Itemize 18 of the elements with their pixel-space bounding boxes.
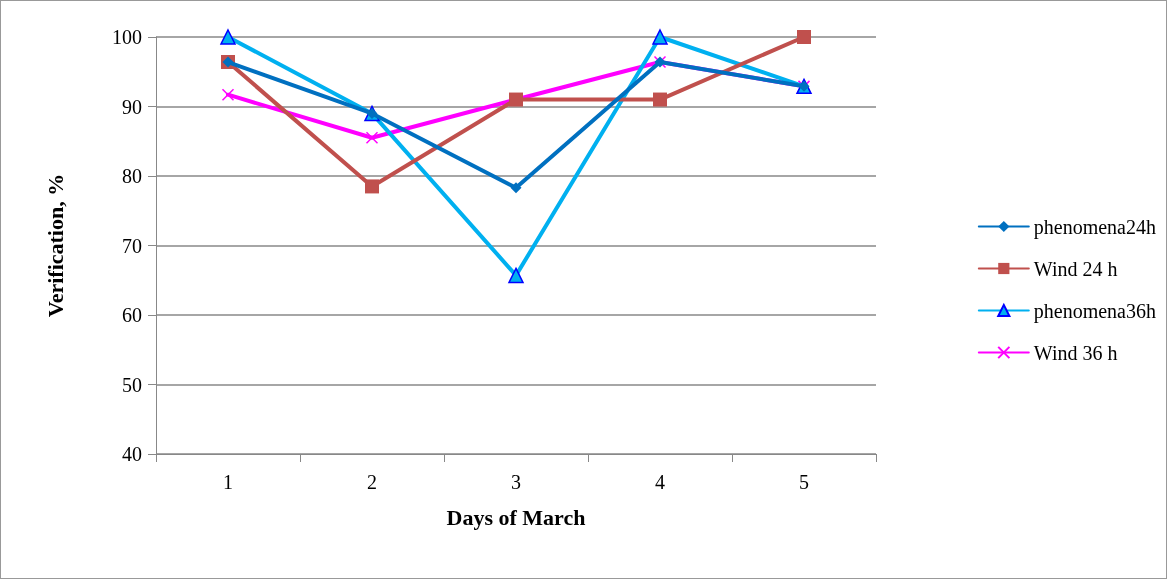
x-axis-title: Days of March bbox=[446, 504, 586, 530]
y-tick-label: 80 bbox=[122, 165, 142, 187]
legend-label: Wind 24 h bbox=[1033, 257, 1118, 280]
y-tick-label: 100 bbox=[112, 26, 142, 48]
legend-label: Wind 36 h bbox=[1033, 341, 1118, 364]
y-axis-title: Verification, % bbox=[42, 173, 68, 318]
y-tick-label: 90 bbox=[122, 95, 142, 118]
x-tick-label: 5 bbox=[799, 471, 809, 493]
x-tick-label: 3 bbox=[511, 471, 521, 493]
y-tick-label: 50 bbox=[122, 373, 142, 396]
legend-label: phenomena36h bbox=[1033, 299, 1156, 323]
x-tick-label: 1 bbox=[223, 471, 233, 493]
x-tick-label: 2 bbox=[367, 471, 377, 493]
y-tick-label: 60 bbox=[122, 304, 142, 326]
y-tick-label: 40 bbox=[122, 443, 142, 465]
x-tick-label: 4 bbox=[655, 471, 665, 493]
legend-label: phenomena24h bbox=[1033, 215, 1156, 239]
y-tick-label: 70 bbox=[122, 234, 142, 257]
